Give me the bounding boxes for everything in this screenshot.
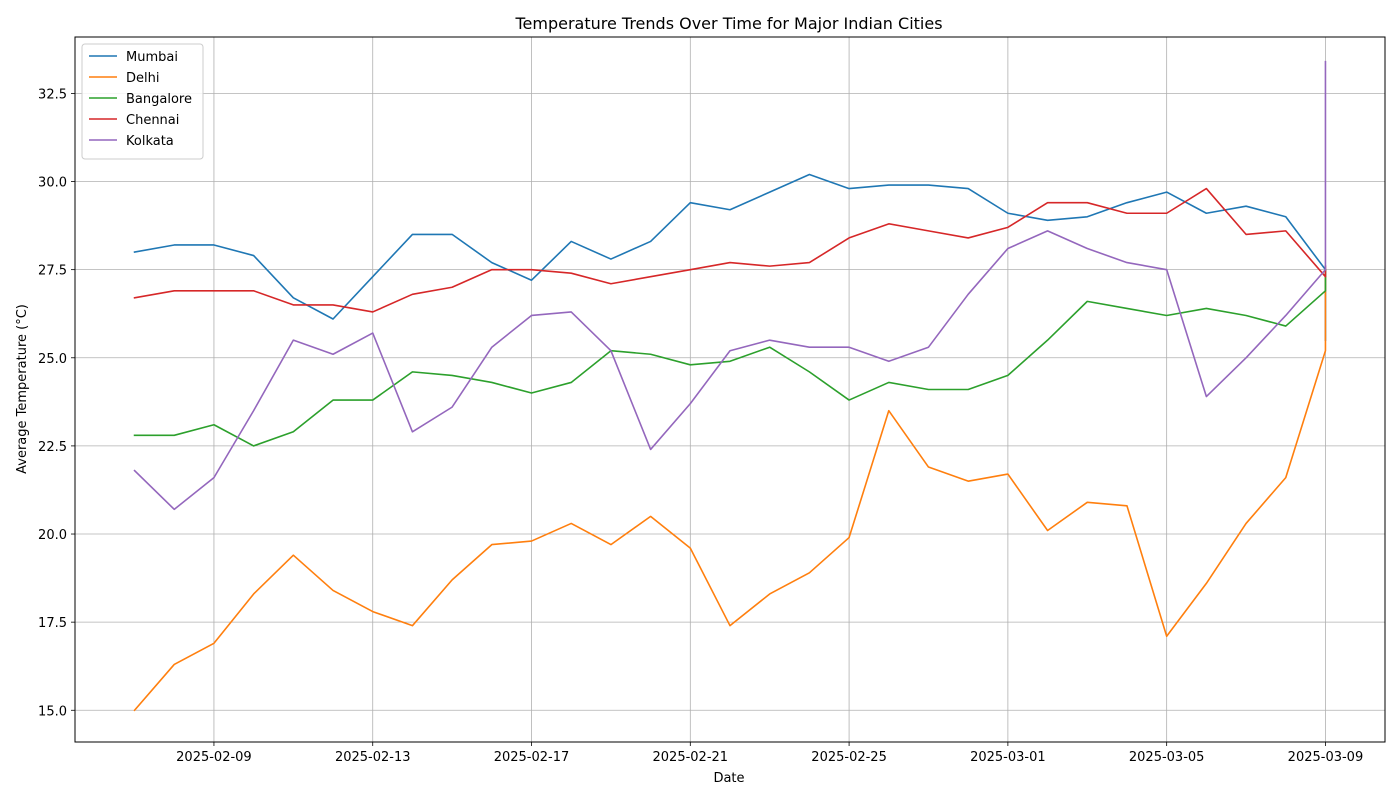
series-line-kolkata — [133, 60, 1327, 511]
series-lines — [133, 60, 1327, 712]
y-tick-label: 25.0 — [38, 352, 67, 367]
series-line-delhi — [133, 275, 1327, 712]
y-axis-label: Average Temperature (°C) — [15, 304, 30, 474]
x-tick-label: 2025-02-09 — [176, 750, 252, 765]
legend-box — [81, 43, 204, 160]
y-tick-label: 17.5 — [38, 616, 67, 631]
x-tick-label: 2025-02-21 — [653, 750, 729, 765]
y-tick-label: 22.5 — [38, 440, 67, 455]
series-line-bangalore — [133, 268, 1327, 447]
series-line-chennai — [133, 187, 1327, 313]
x-tick-label: 2025-03-05 — [1129, 750, 1205, 765]
y-tick-label: 20.0 — [38, 528, 67, 543]
x-tick-label: 2025-03-09 — [1288, 750, 1364, 765]
x-tick-label: 2025-03-01 — [970, 750, 1046, 765]
x-tick-label: 2025-02-13 — [335, 750, 411, 765]
x-axis-label: Date — [713, 771, 744, 786]
series-line-mumbai — [133, 173, 1327, 341]
x-tick-label: 2025-02-25 — [811, 750, 887, 765]
y-tick-label: 15.0 — [38, 704, 67, 719]
legend-label: Delhi — [126, 71, 159, 86]
chart-title: Temperature Trends Over Time for Major I… — [514, 14, 942, 33]
plot-area-frame — [74, 36, 1386, 743]
y-tick-label: 27.5 — [38, 264, 67, 279]
legend-label: Kolkata — [126, 134, 174, 149]
legend-label: Bangalore — [126, 92, 192, 107]
y-tick-label: 32.5 — [38, 87, 67, 102]
x-tick-label: 2025-02-17 — [494, 750, 570, 765]
legend-label: Mumbai — [126, 50, 178, 65]
legend-label: Chennai — [126, 113, 179, 128]
y-tick-label: 30.0 — [38, 176, 67, 191]
grid-lines — [75, 37, 1385, 742]
legend: Mumbai Delhi Bangalore Chennai Kolkata — [81, 43, 204, 160]
axis-ticks: 2025-02-09 2025-02-13 2025-02-17 2025-02-21… — [38, 87, 1363, 765]
